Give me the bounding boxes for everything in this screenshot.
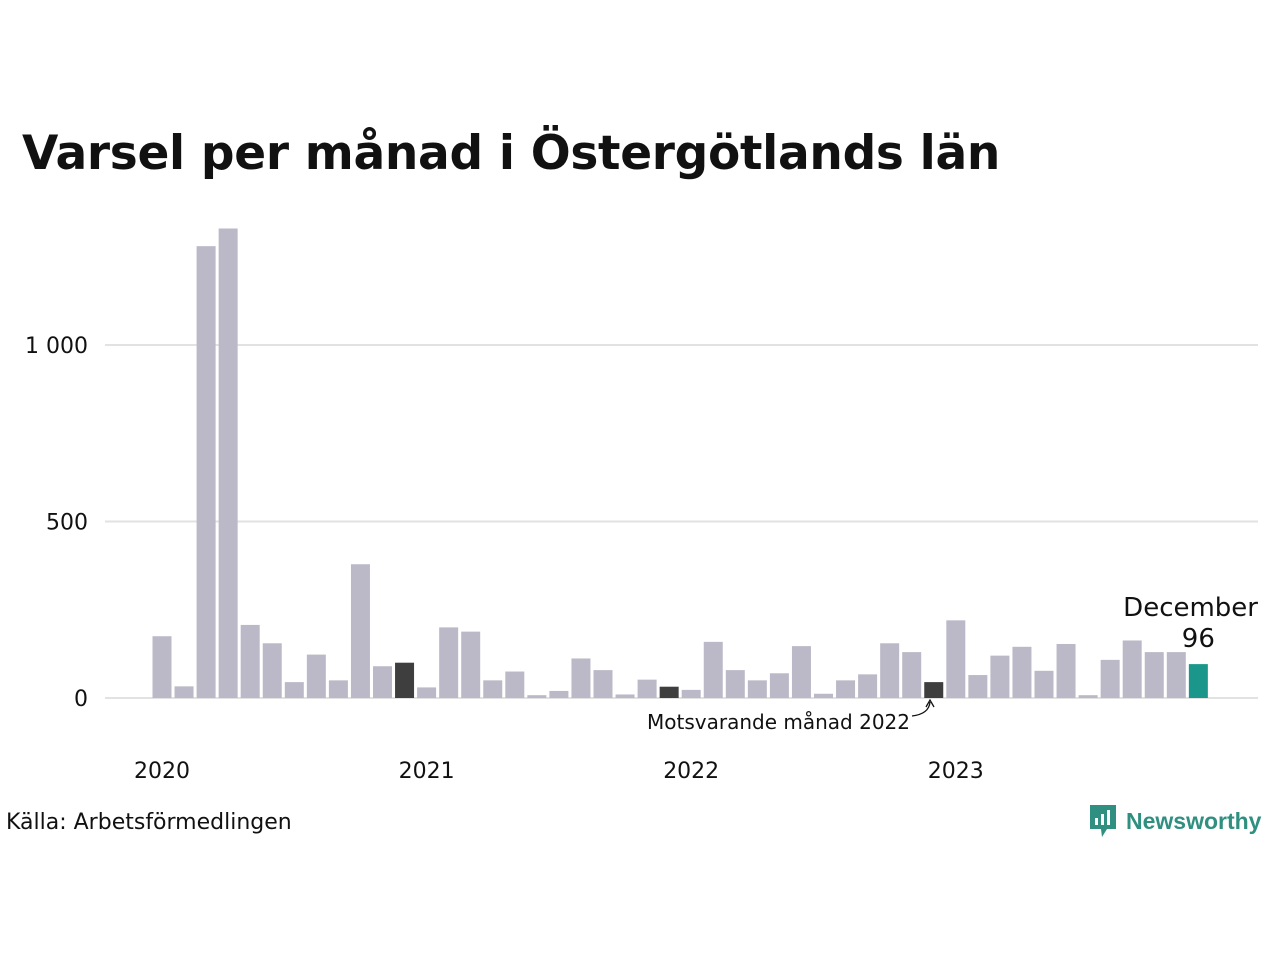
bar bbox=[725, 670, 745, 698]
bar bbox=[240, 624, 260, 698]
annotation-label: Motsvarande månad 2022 bbox=[647, 710, 910, 734]
y-tick-label: 0 bbox=[74, 687, 88, 712]
bar bbox=[836, 680, 856, 698]
bar bbox=[1078, 695, 1098, 698]
bar bbox=[659, 686, 679, 698]
bar bbox=[373, 666, 392, 698]
bar bbox=[703, 641, 723, 698]
bar bbox=[858, 674, 878, 698]
bar bbox=[968, 675, 988, 698]
bar bbox=[990, 655, 1010, 698]
bar bbox=[769, 673, 789, 698]
y-tick-label: 500 bbox=[46, 511, 88, 536]
bar bbox=[593, 670, 613, 698]
bar bbox=[1122, 640, 1142, 698]
bar bbox=[1012, 646, 1032, 698]
bar bbox=[439, 627, 459, 698]
bar bbox=[615, 694, 635, 698]
bar bbox=[1100, 659, 1120, 698]
bar-highlight bbox=[1188, 664, 1208, 698]
bar bbox=[284, 682, 304, 698]
bars bbox=[152, 228, 1208, 698]
bar bbox=[880, 643, 900, 698]
bar bbox=[571, 658, 591, 698]
highlight-month-label: December bbox=[1123, 593, 1258, 623]
brand: Newsworthy bbox=[1088, 803, 1261, 839]
bar bbox=[814, 693, 833, 698]
bar bbox=[1034, 670, 1054, 698]
bar bbox=[637, 679, 657, 698]
bar bbox=[152, 636, 172, 698]
bar bbox=[924, 682, 944, 698]
highlight-value-label: 96 bbox=[1182, 624, 1215, 654]
bar bbox=[262, 643, 282, 698]
y-tick-label: 1 000 bbox=[25, 334, 88, 359]
bar bbox=[174, 686, 194, 698]
bar bbox=[505, 671, 525, 698]
source-label: Källa: Arbetsförmedlingen bbox=[6, 810, 292, 835]
bar bbox=[791, 646, 811, 698]
bar bbox=[218, 228, 238, 698]
x-tick-label: 2021 bbox=[399, 759, 455, 784]
x-axis: 2020 2021 2022 2023 bbox=[134, 759, 984, 784]
bar bbox=[350, 564, 370, 698]
bar bbox=[1166, 652, 1186, 698]
bar bbox=[527, 695, 547, 698]
bar bbox=[549, 690, 569, 698]
bar bbox=[902, 652, 922, 698]
annotation-arrow bbox=[911, 701, 931, 717]
bar bbox=[395, 662, 415, 698]
newsworthy-logo-icon bbox=[1090, 805, 1116, 837]
bar bbox=[681, 689, 701, 698]
bar bbox=[1144, 652, 1164, 698]
bar bbox=[196, 246, 216, 698]
brand-name: Newsworthy bbox=[1126, 807, 1262, 834]
x-tick-label: 2020 bbox=[134, 759, 190, 784]
bar bbox=[946, 620, 966, 698]
bar bbox=[417, 687, 437, 698]
bar bbox=[461, 631, 481, 698]
x-tick-label: 2023 bbox=[928, 759, 984, 784]
y-axis: 0 500 1 000 bbox=[25, 334, 88, 712]
chart-title: Varsel per månad i Östergötlands län bbox=[22, 126, 1001, 181]
bar bbox=[1056, 643, 1076, 698]
bar bbox=[483, 680, 503, 698]
x-tick-label: 2022 bbox=[663, 759, 719, 784]
annotation-arrowhead bbox=[925, 698, 935, 708]
bar bbox=[328, 680, 348, 698]
bar bbox=[747, 680, 767, 698]
bar bbox=[306, 654, 326, 698]
